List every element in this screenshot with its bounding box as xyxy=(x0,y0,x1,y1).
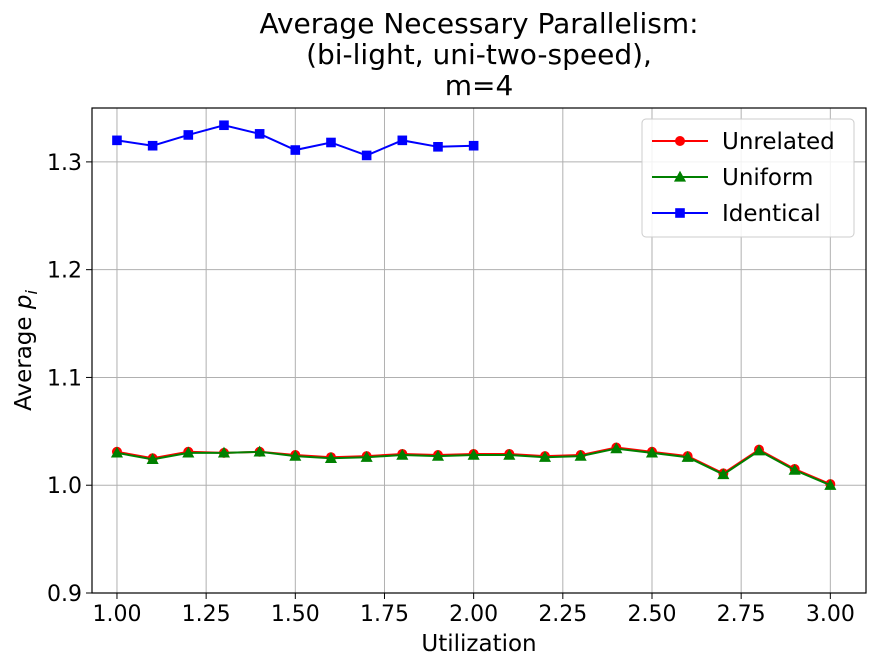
data-point-identical-7 xyxy=(361,150,372,161)
y-tick-label-4: 1.3 xyxy=(47,151,82,176)
data-point-uniform-5 xyxy=(289,449,302,461)
y-tick-label-3: 1.2 xyxy=(47,259,82,284)
legend-label-identical: Identical xyxy=(722,201,821,227)
data-point-uniform-19 xyxy=(788,463,801,475)
x-tick-label-5: 2.25 xyxy=(538,602,587,627)
chart-title-line-2: (bi-light, uni-two-speed), xyxy=(306,38,652,71)
data-point-uniform-18 xyxy=(752,444,766,456)
data-point-uniform-17 xyxy=(717,468,730,480)
data-point-identical-0 xyxy=(112,135,122,146)
data-point-uniform-1 xyxy=(146,453,159,465)
data-point-uniform-10 xyxy=(467,448,480,460)
x-tick-label-3: 1.75 xyxy=(360,602,409,627)
x-tick-label-7: 2.75 xyxy=(717,602,766,627)
legend: Unrelated Uniform Identical xyxy=(641,118,855,238)
y-axis-label-variable: p xyxy=(11,295,37,311)
data-point-uniform-0 xyxy=(110,446,124,458)
data-point-uniform-7 xyxy=(360,450,373,462)
x-tick-label-1: 1.25 xyxy=(182,602,231,627)
x-tick-label-0: 1.00 xyxy=(92,602,141,627)
data-point-uniform-8 xyxy=(396,448,409,460)
legend-marker-identical xyxy=(675,208,685,218)
data-point-identical-2 xyxy=(183,130,194,140)
legend-entry-identical: Identical xyxy=(652,201,821,227)
data-point-identical-6 xyxy=(326,137,336,148)
x-axis-ticks: 1.00 1.25 1.50 1.75 2.00 2.25 2.50 2.75 3.00 xyxy=(92,593,855,627)
data-point-uniform-11 xyxy=(503,448,516,460)
data-series xyxy=(110,120,837,490)
y-axis-label-subscript: i xyxy=(22,290,41,295)
x-tick-label-6: 2.50 xyxy=(627,602,676,627)
y-axis-label: Average pi xyxy=(11,290,41,411)
data-point-identical-10 xyxy=(468,140,479,151)
chart-title-line-3: m=4 xyxy=(445,69,514,102)
data-point-uniform-15 xyxy=(645,446,659,458)
legend-label-uniform: Uniform xyxy=(722,165,813,191)
chart-title: Average Necessary Parallelism:(bi-light,… xyxy=(259,7,698,102)
data-point-uniform-9 xyxy=(431,449,445,461)
legend-box xyxy=(641,118,855,238)
data-point-identical-3 xyxy=(219,120,229,131)
data-point-uniform-20 xyxy=(824,478,837,490)
data-point-identical-1 xyxy=(147,140,158,151)
data-point-uniform-4 xyxy=(253,445,266,457)
x-tick-label-4: 2.00 xyxy=(449,602,498,627)
chart-title-line-1: Average Necessary Parallelism: xyxy=(259,7,698,40)
data-point-identical-5 xyxy=(290,145,301,155)
legend-label-unrelated: Unrelated xyxy=(722,129,835,155)
legend-marker-uniform xyxy=(673,170,687,182)
data-point-uniform-6 xyxy=(324,452,338,463)
data-point-uniform-3 xyxy=(217,446,231,458)
series-uniform xyxy=(110,442,837,490)
x-axis-label: Utilization xyxy=(421,631,536,657)
y-tick-label-0: 0.9 xyxy=(47,582,82,607)
x-tick-label-2: 1.50 xyxy=(271,602,320,627)
data-point-uniform-13 xyxy=(574,449,587,461)
data-point-uniform-2 xyxy=(182,446,195,458)
data-point-identical-8 xyxy=(397,135,408,146)
y-tick-label-1: 1.0 xyxy=(47,474,82,499)
y-tick-label-2: 1.1 xyxy=(47,366,82,391)
legend-entry-uniform: Uniform xyxy=(652,165,813,191)
x-tick-label-8: 3.00 xyxy=(806,602,855,627)
data-point-uniform-16 xyxy=(681,450,694,462)
data-point-uniform-14 xyxy=(610,442,623,454)
data-point-uniform-12 xyxy=(538,450,552,462)
legend-marker-unrelated xyxy=(675,136,685,146)
data-point-identical-9 xyxy=(433,142,443,152)
series-identical xyxy=(112,120,479,161)
data-point-identical-4 xyxy=(254,129,265,139)
y-axis-ticks: 0.9 1.0 1.1 1.2 1.3 xyxy=(47,151,92,607)
plot-area-frame xyxy=(91,107,867,594)
y-axis-label-text: Average xyxy=(11,309,37,411)
legend-entry-unrelated: Unrelated xyxy=(652,129,835,155)
